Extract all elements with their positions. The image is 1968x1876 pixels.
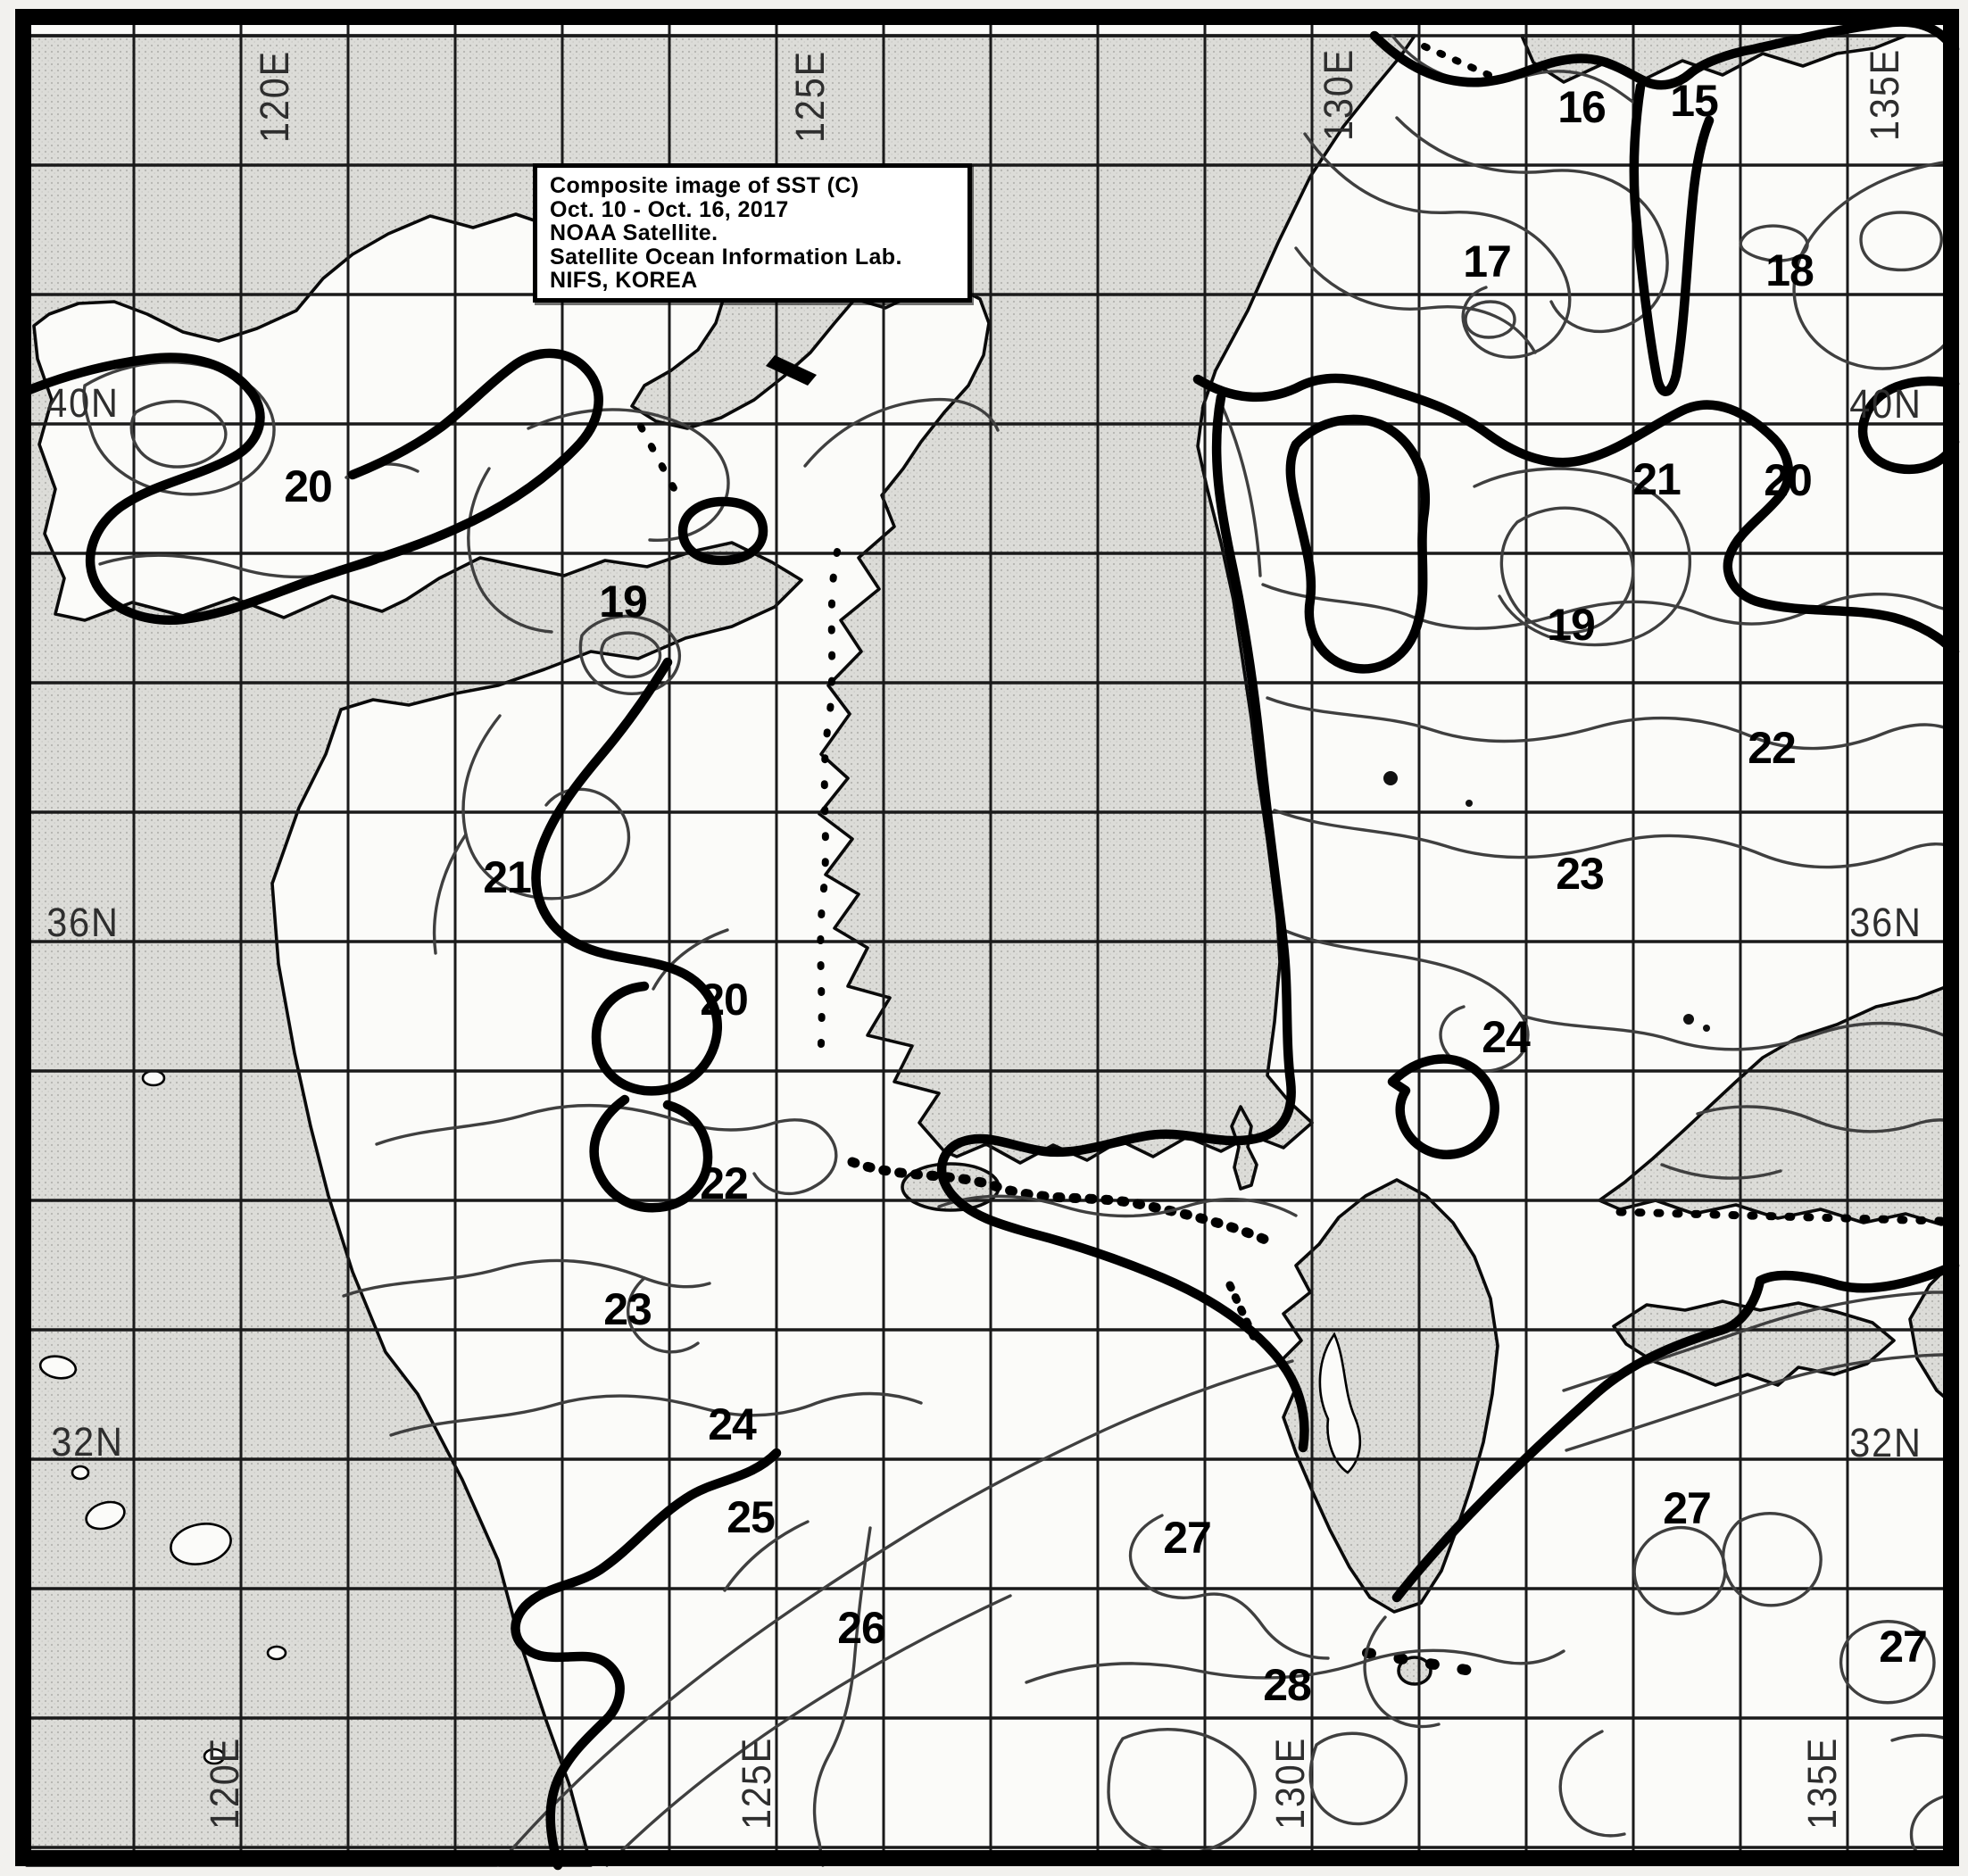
title-line: NIFS, KOREA [550, 268, 698, 293]
white-islands-layer [38, 1069, 1362, 1765]
title-box: Composite image of SST (C) Oct. 10 - Oct… [533, 163, 972, 303]
map-frame [15, 9, 1959, 1866]
title-line: Satellite Ocean Information Lab. [550, 244, 902, 270]
grid-layer [25, 23, 1947, 1858]
land-shikoku [1612, 1299, 1896, 1387]
island-speckle-layer [637, 43, 1946, 1676]
land-china-korea [25, 34, 1416, 1867]
land-yakushima-island [1397, 1656, 1432, 1686]
title-line: NOAA Satellite. [550, 220, 718, 245]
contour-thick-layer [21, 17, 1960, 1871]
contour-thin-layer [82, 34, 1958, 1867]
title-line: Composite image of SST (C) [550, 173, 859, 198]
title-line: Oct. 10 - Oct. 16, 2017 [550, 196, 789, 222]
